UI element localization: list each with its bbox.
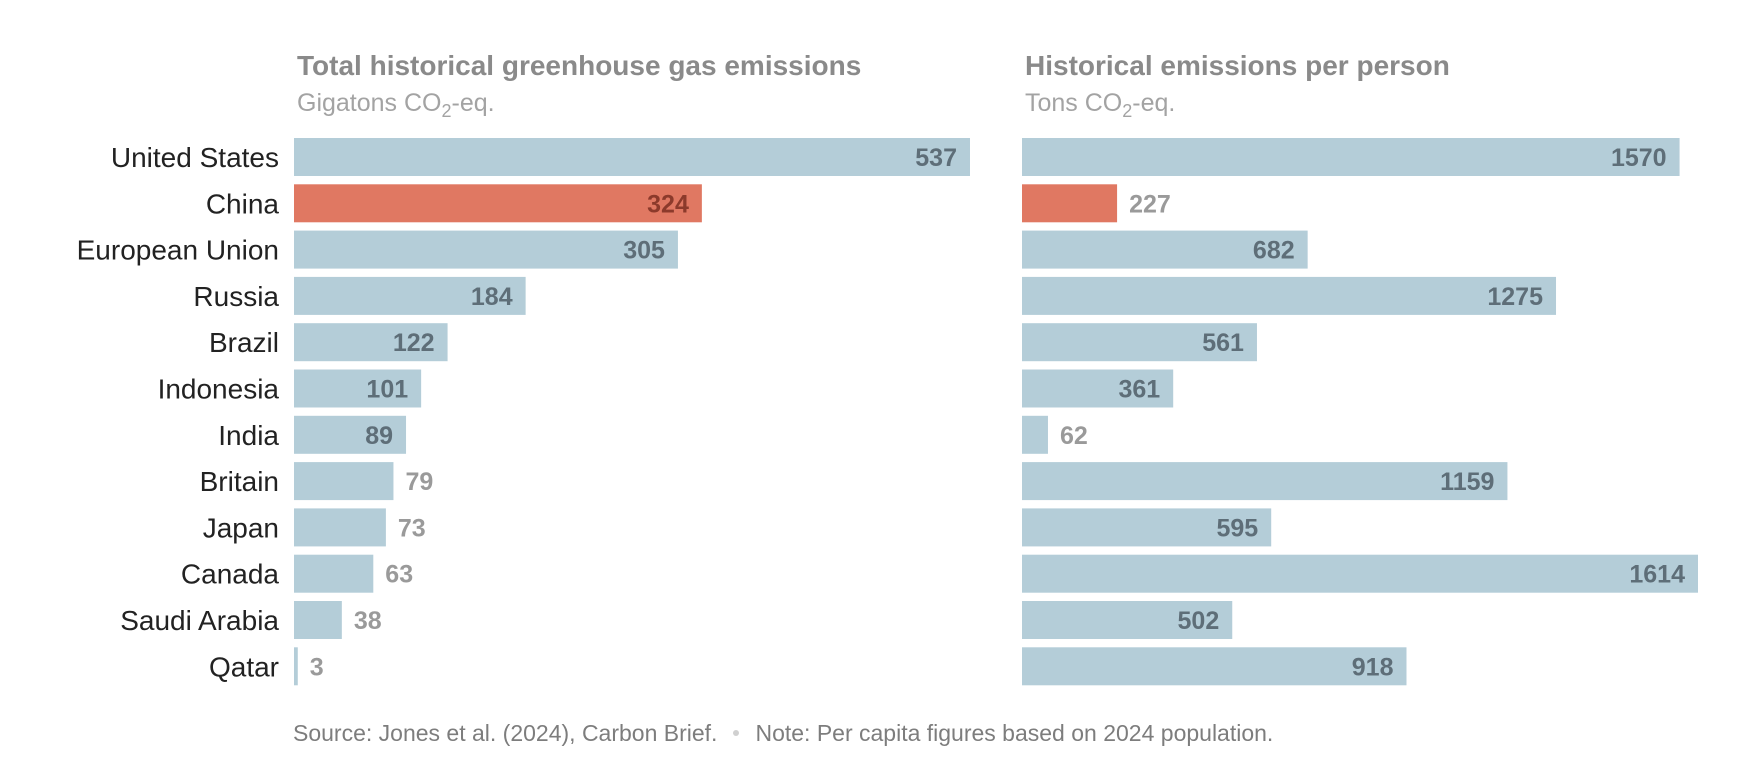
per-capita-value-label: 595 xyxy=(1216,514,1258,542)
per-capita-bar xyxy=(1022,369,1174,408)
per-capita-value-label: 1159 xyxy=(1440,468,1494,496)
total-value-label: 305 xyxy=(623,237,665,265)
total-bar xyxy=(294,647,298,686)
per-capita-bar xyxy=(1022,138,1680,176)
per-capita-bar xyxy=(1022,415,1048,454)
footnote: Note: Per capita figures based on 2024 p… xyxy=(755,720,1274,746)
total-value-label: 73 xyxy=(398,514,426,542)
category-label: Japan xyxy=(203,512,279,543)
per-capita-bar xyxy=(1022,647,1407,686)
total-bar xyxy=(294,230,678,269)
total-value-label: 79 xyxy=(405,468,433,496)
total-bar xyxy=(294,323,448,362)
per-capita-value-label: 502 xyxy=(1178,607,1220,635)
per-capita-bar xyxy=(1022,323,1257,362)
category-label: Saudi Arabia xyxy=(120,605,279,636)
total-bar xyxy=(294,415,407,454)
per-capita-value-label: 227 xyxy=(1129,190,1171,218)
category-label: European Union xyxy=(77,235,279,266)
total-bar xyxy=(294,554,374,593)
per-capita-bar xyxy=(1022,554,1698,593)
per-capita-bar xyxy=(1022,230,1308,269)
category-label: Canada xyxy=(181,559,280,590)
total-bar xyxy=(294,276,526,315)
total-value-label: 38 xyxy=(354,607,382,635)
total-bar xyxy=(294,184,702,223)
category-label: United States xyxy=(111,142,279,173)
total-subtitle: Gigatons CO2-eq. xyxy=(297,89,495,121)
total-value-label: 324 xyxy=(647,190,689,218)
category-label: Brazil xyxy=(209,327,279,358)
per-capita-value-label: 361 xyxy=(1118,376,1160,404)
total-bar xyxy=(294,508,386,547)
per-capita-bar xyxy=(1022,601,1233,639)
total-value-label: 3 xyxy=(310,653,324,681)
total-value-label: 184 xyxy=(471,283,513,311)
total-bar xyxy=(294,462,394,501)
per-capita-value-label: 1614 xyxy=(1629,561,1685,589)
total-value-label: 122 xyxy=(393,329,435,357)
per-capita-title: Historical emissions per person xyxy=(1025,50,1450,81)
per-capita-bar xyxy=(1022,184,1118,223)
total-value-label: 63 xyxy=(385,561,413,589)
total-title: Total historical greenhouse gas emission… xyxy=(297,50,861,81)
per-capita-bar xyxy=(1022,462,1508,501)
total-value-label: 89 xyxy=(365,422,393,450)
per-capita-bar xyxy=(1022,276,1557,315)
separator-dot xyxy=(733,729,740,736)
category-label: Russia xyxy=(193,281,279,312)
total-bar xyxy=(294,369,422,408)
per-capita-value-label: 682 xyxy=(1253,237,1295,265)
category-label: Britain xyxy=(200,466,279,497)
per-capita-value-label: 918 xyxy=(1352,653,1394,681)
per-capita-value-label: 1275 xyxy=(1487,283,1543,311)
per-capita-bar xyxy=(1022,508,1272,547)
per-capita-value-label: 1570 xyxy=(1611,144,1667,172)
category-label: Qatar xyxy=(209,651,279,682)
per-capita-value-label: 62 xyxy=(1060,422,1088,450)
total-value-label: 101 xyxy=(366,376,408,404)
category-label: Indonesia xyxy=(158,374,280,405)
total-bar xyxy=(294,138,970,176)
source-note: Source: Jones et al. (2024), Carbon Brie… xyxy=(293,720,718,746)
total-bar xyxy=(294,601,342,639)
category-label: China xyxy=(206,188,280,219)
total-value-label: 537 xyxy=(915,144,957,172)
per-capita-subtitle: Tons CO2-eq. xyxy=(1025,89,1175,121)
chart-footer: Source: Jones et al. (2024), Carbon Brie… xyxy=(293,720,1273,747)
category-label: India xyxy=(218,420,279,451)
per-capita-value-label: 561 xyxy=(1202,329,1244,357)
